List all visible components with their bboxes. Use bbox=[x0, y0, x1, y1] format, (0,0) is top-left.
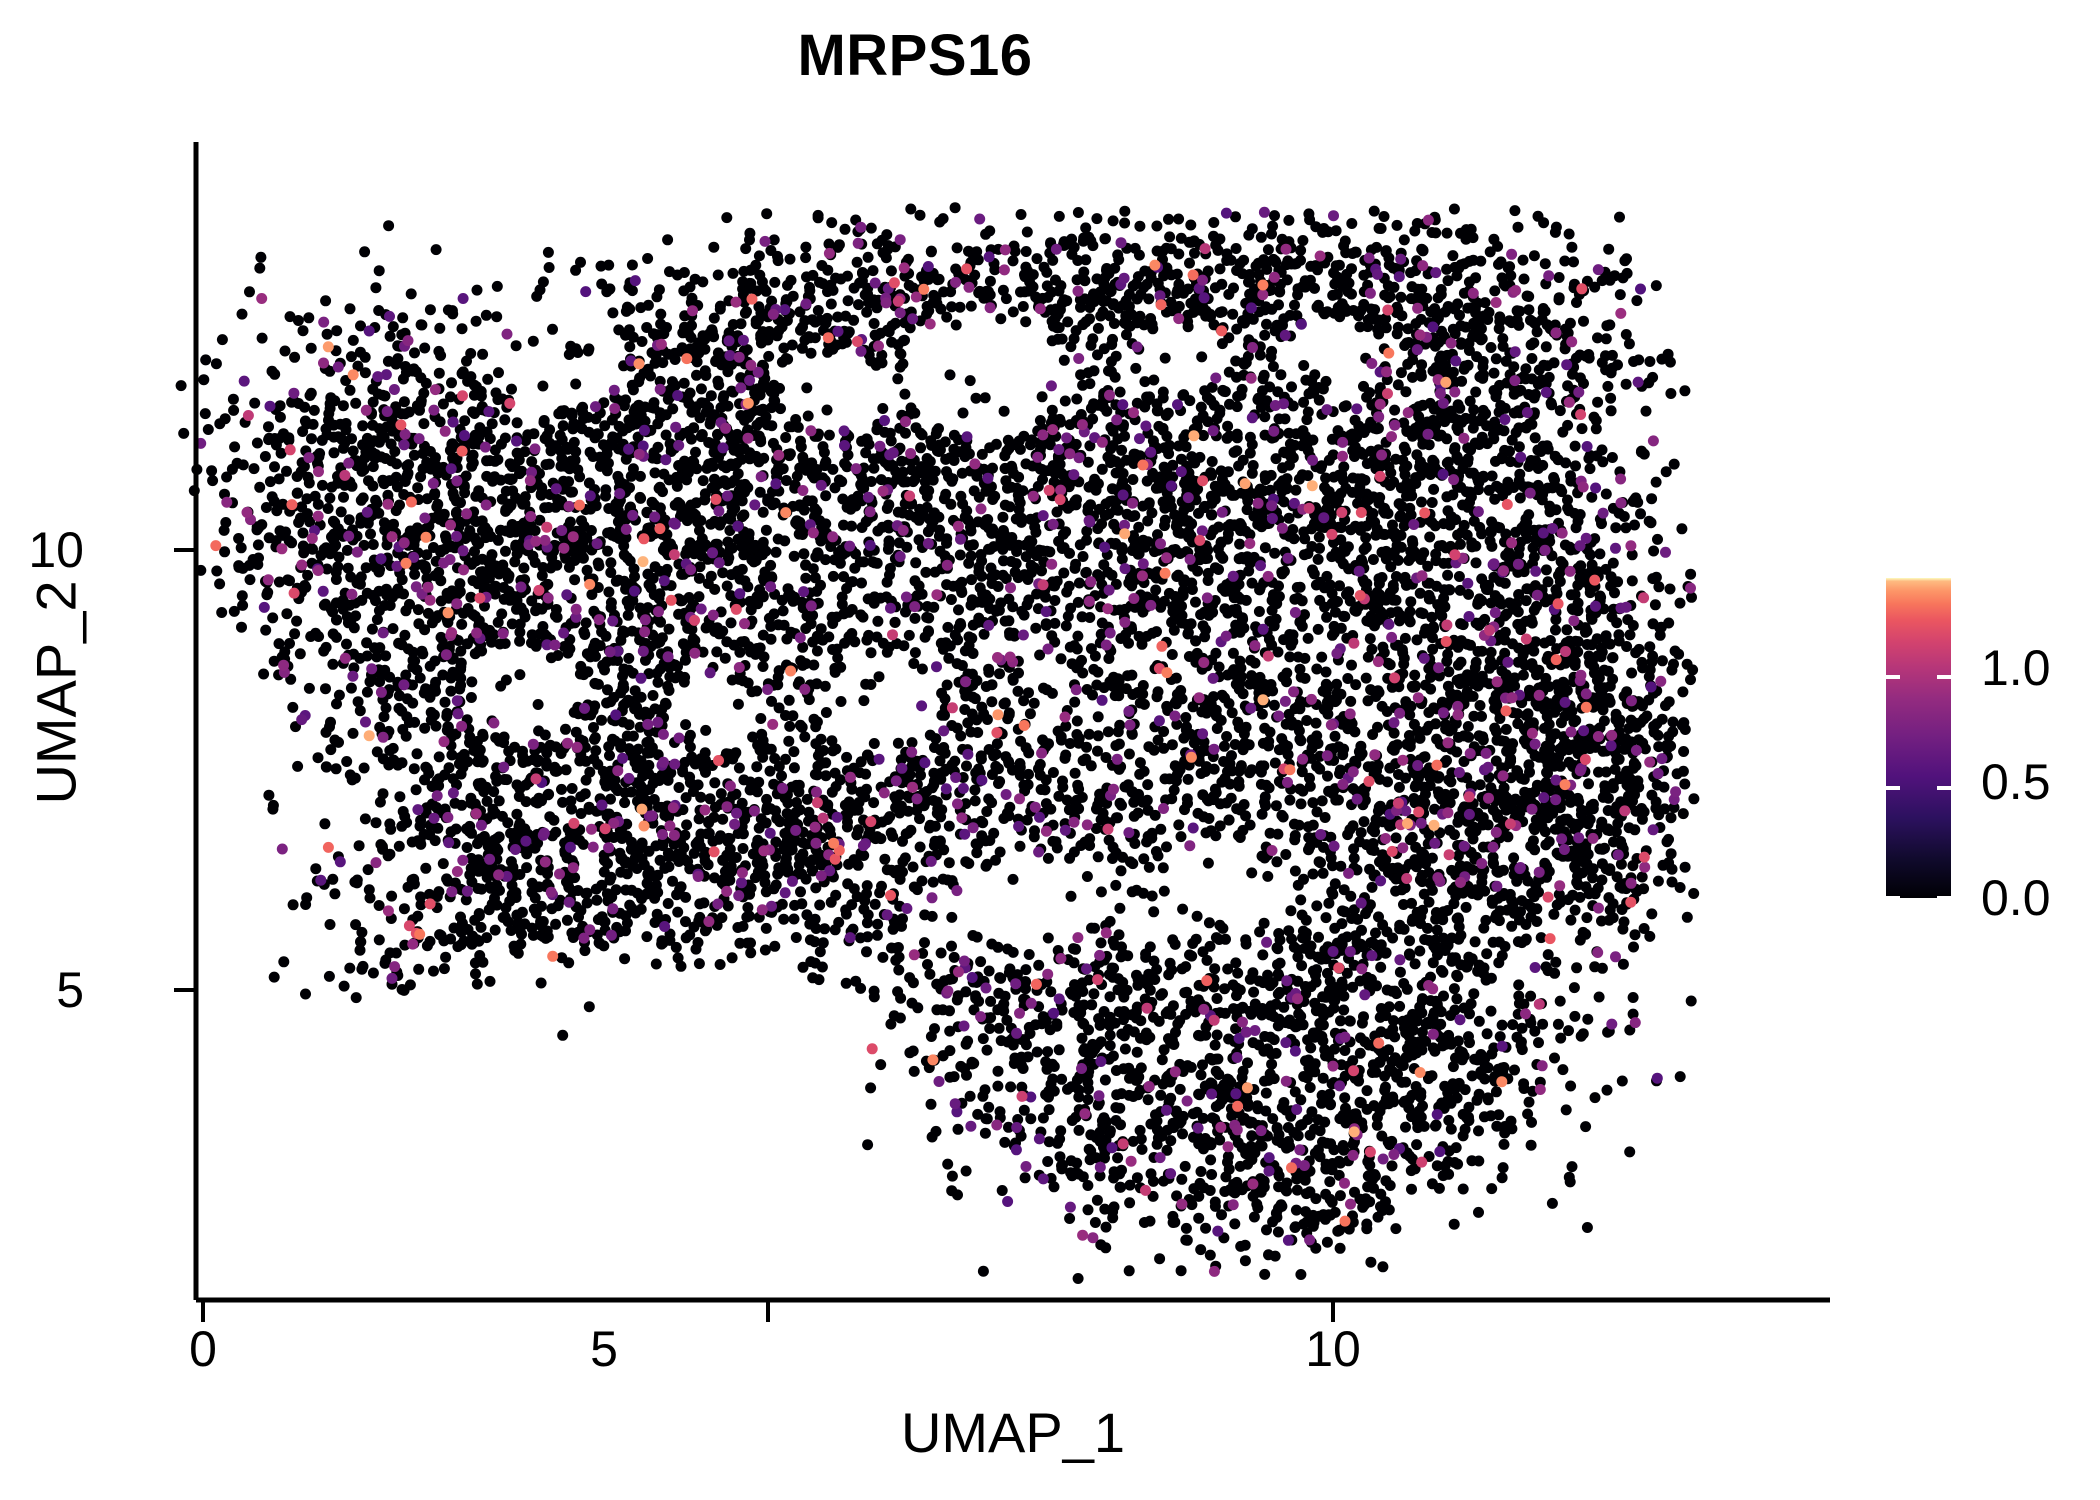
colorbar-tick-1 bbox=[1937, 785, 1951, 790]
colorbar-tick-0 bbox=[1937, 675, 1951, 680]
axes-layer bbox=[174, 142, 1830, 1322]
y-axis-title: UMAP_2 bbox=[24, 580, 88, 805]
x-tick-label-0: 0 bbox=[189, 1321, 217, 1377]
x-tick-label-10: 10 bbox=[1305, 1321, 1361, 1377]
colorbar-tick-1 bbox=[1886, 785, 1900, 790]
colorbar-label-2: 0.5 bbox=[1981, 754, 2051, 810]
colorbar bbox=[1886, 578, 1951, 900]
colorbar-label-1: 1.0 bbox=[1981, 640, 2051, 696]
colorbar-tick-2 bbox=[1937, 896, 1951, 900]
colorbar-gradient bbox=[1886, 578, 1951, 898]
tick-marks-layer bbox=[174, 548, 1335, 1322]
colorbar-tick-0 bbox=[1886, 675, 1900, 680]
colorbar-label-3: 0.0 bbox=[1981, 870, 2051, 926]
page-title: MRPS16 bbox=[797, 23, 1033, 88]
colorbar-tick-2 bbox=[1886, 896, 1900, 900]
x-axis-title: UMAP_1 bbox=[900, 1401, 1126, 1464]
y-tick-label-5: 5 bbox=[56, 962, 84, 1018]
scatter-points-layer bbox=[175, 202, 1700, 1284]
x-tick-label-5: 5 bbox=[590, 1321, 618, 1377]
y-tick-label-10: 10 bbox=[28, 522, 84, 578]
